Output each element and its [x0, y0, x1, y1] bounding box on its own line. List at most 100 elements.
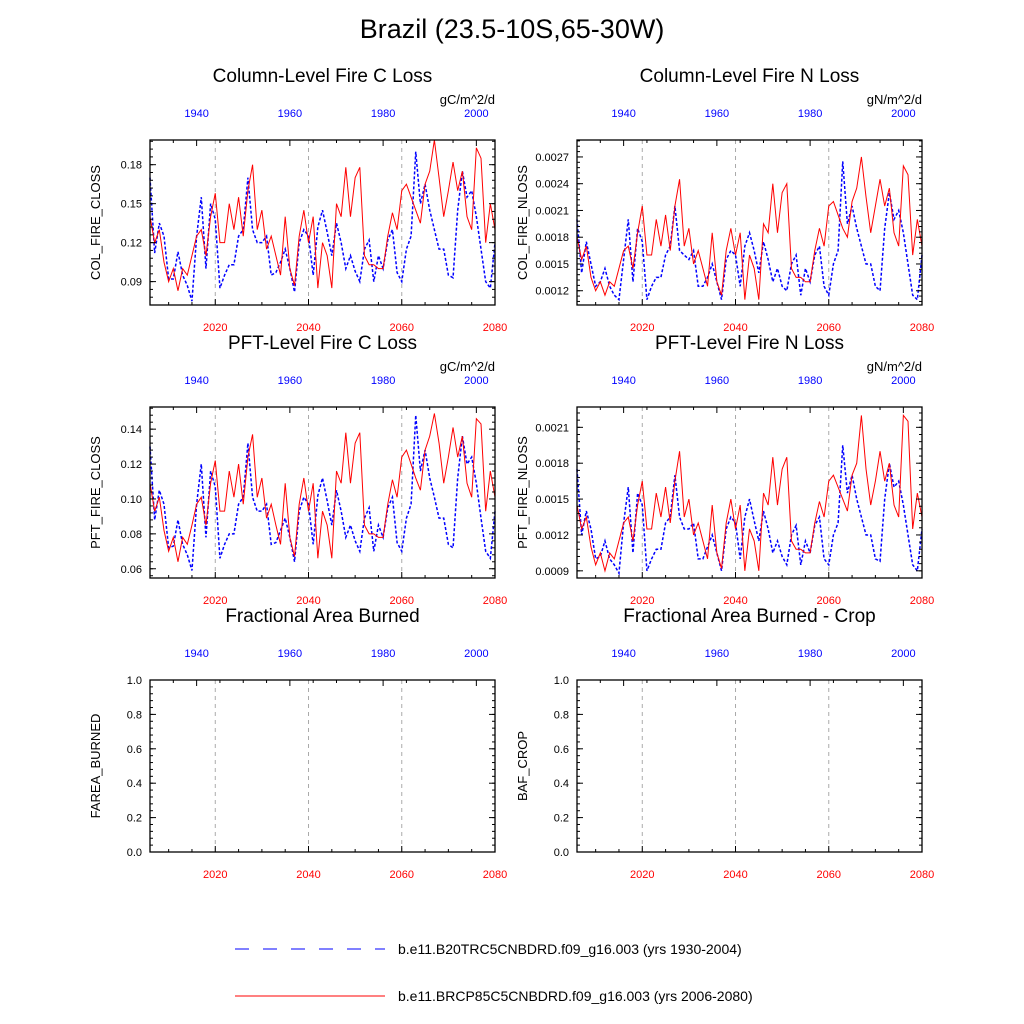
plot-frame	[149, 679, 496, 853]
series-line-historical	[149, 151, 496, 302]
x-top-tick-label: 1980	[798, 108, 822, 120]
panel-title: PFT-Level Fire C Loss	[228, 333, 417, 354]
x-bottom-tick-label: 2020	[630, 869, 654, 881]
y-axis-label: PFT_FIRE_CLOSS	[88, 436, 103, 549]
y-tick-label: 0.0	[554, 847, 569, 859]
x-bottom-tick-label: 2040	[723, 869, 747, 881]
panel-2: Column-Level Fire N Loss gN/m^2/d 0.0012 0.…	[515, 66, 934, 334]
y-tick-label: 0.0012	[535, 286, 569, 298]
panel-6: Fractional Area Burned - Crop 0.0 0.2 0.4 0.…	[515, 606, 934, 881]
panel-title: PFT-Level Fire N Loss	[655, 333, 844, 354]
x-top-tick-label: 2000	[464, 648, 488, 660]
series-line-historical	[576, 161, 923, 302]
plot-frame	[576, 406, 923, 579]
y-tick-label: 0.0021	[535, 422, 569, 434]
x-top-tick-label: 1960	[705, 108, 729, 120]
series-line-historical	[576, 445, 923, 576]
y-tick-label: 0.4	[554, 778, 569, 790]
x-top-tick-label: 2000	[891, 108, 915, 120]
x-top-tick-label: 1940	[611, 375, 635, 387]
series-line-historical	[149, 415, 496, 571]
x-bottom-tick-label: 2060	[390, 869, 414, 881]
x-bottom-tick-label: 2020	[630, 322, 654, 334]
x-bottom-tick-label: 2020	[203, 869, 227, 881]
x-top-tick-label: 1960	[278, 108, 302, 120]
x-top-tick-label: 1940	[611, 108, 635, 120]
x-bottom-tick-label: 2040	[296, 595, 320, 607]
y-tick-label: 0.0012	[535, 530, 569, 542]
x-bottom-tick-label: 2020	[203, 322, 227, 334]
panel-4: PFT-Level Fire N Loss gN/m^2/d 0.0009 0.001…	[515, 333, 934, 607]
x-bottom-tick-label: 2080	[910, 869, 934, 881]
y-tick-label: 0.12	[121, 238, 142, 250]
y-tick-label: 0.0027	[535, 152, 569, 164]
y-tick-label: 1.0	[127, 675, 142, 687]
x-top-tick-label: 1960	[278, 375, 302, 387]
units-label: gN/m^2/d	[867, 359, 922, 374]
x-top-tick-label: 2000	[464, 108, 488, 120]
series-line-future	[149, 413, 496, 562]
x-bottom-tick-label: 2080	[910, 322, 934, 334]
y-tick-label: 0.6	[127, 744, 142, 756]
legend-label: b.e11.BRCP85C5CNBDRD.f09_g16.003 (yrs 20…	[398, 988, 753, 1004]
x-top-tick-label: 1980	[798, 648, 822, 660]
x-bottom-tick-label: 2080	[483, 322, 507, 334]
series-line-future	[149, 139, 496, 291]
y-tick-label: 0.0018	[535, 232, 569, 244]
x-top-tick-label: 1940	[184, 648, 208, 660]
y-tick-label: 0.0015	[535, 259, 569, 271]
y-tick-label: 0.0009	[535, 566, 569, 578]
y-tick-label: 0.18	[121, 160, 142, 172]
x-bottom-tick-label: 2080	[910, 595, 934, 607]
y-tick-label: 0.6	[554, 744, 569, 756]
y-tick-label: 0.15	[121, 199, 142, 211]
units-label: gC/m^2/d	[440, 92, 495, 107]
x-bottom-tick-label: 2060	[390, 322, 414, 334]
y-tick-label: 0.14	[121, 424, 142, 436]
x-top-tick-label: 1960	[705, 648, 729, 660]
panel-title: Fractional Area Burned	[225, 606, 419, 627]
x-bottom-tick-label: 2020	[630, 595, 654, 607]
y-tick-label: 0.8	[127, 709, 142, 721]
x-bottom-tick-label: 2060	[817, 595, 841, 607]
x-top-tick-label: 2000	[891, 648, 915, 660]
legend-label: b.e11.B20TRC5CNBDRD.f09_g16.003 (yrs 193…	[398, 941, 742, 957]
x-top-tick-label: 1940	[611, 648, 635, 660]
x-bottom-tick-label: 2060	[817, 869, 841, 881]
panel-1: Column-Level Fire C Loss gC/m^2/d 0.09 0.12…	[88, 66, 507, 334]
y-tick-label: 0.0015	[535, 494, 569, 506]
panel-title: Column-Level Fire C Loss	[213, 66, 433, 87]
x-bottom-tick-label: 2040	[296, 322, 320, 334]
y-tick-label: 0.4	[127, 778, 142, 790]
y-tick-label: 0.06	[121, 564, 142, 576]
panel-5: Fractional Area Burned 0.0 0.2 0.4 0.6 0.8 1.0…	[88, 606, 507, 881]
y-tick-label: 0.2	[554, 813, 569, 825]
y-tick-label: 0.0021	[535, 205, 569, 217]
x-bottom-tick-label: 2040	[723, 595, 747, 607]
y-tick-label: 0.09	[121, 277, 142, 289]
plot-frame	[149, 139, 496, 306]
panel-title: Column-Level Fire N Loss	[640, 66, 860, 87]
y-tick-label: 0.0024	[535, 179, 569, 191]
y-axis-label: BAF_CROP	[515, 731, 530, 801]
y-tick-label: 1.0	[554, 675, 569, 687]
figure-title: Brazil (23.5-10S,65-30W)	[359, 14, 665, 44]
legend: b.e11.B20TRC5CNBDRD.f09_g16.003 (yrs 193…	[235, 941, 753, 1004]
panel-3: PFT-Level Fire C Loss gC/m^2/d 0.06 0.08 0.1…	[88, 333, 507, 607]
plot-frame	[576, 679, 923, 853]
series-line-future	[576, 413, 923, 573]
y-tick-label: 0.10	[121, 494, 142, 506]
x-top-tick-label: 1980	[371, 648, 395, 660]
x-bottom-tick-label: 2020	[203, 595, 227, 607]
series-line-future	[576, 156, 923, 300]
units-label: gN/m^2/d	[867, 92, 922, 107]
y-axis-label: FAREA_BURNED	[88, 714, 103, 819]
x-top-tick-label: 1980	[371, 108, 395, 120]
x-top-tick-label: 2000	[464, 375, 488, 387]
plot-frame	[149, 406, 496, 579]
units-label: gC/m^2/d	[440, 359, 495, 374]
y-tick-label: 0.8	[554, 709, 569, 721]
x-bottom-tick-label: 2080	[483, 869, 507, 881]
x-top-tick-label: 1980	[798, 375, 822, 387]
